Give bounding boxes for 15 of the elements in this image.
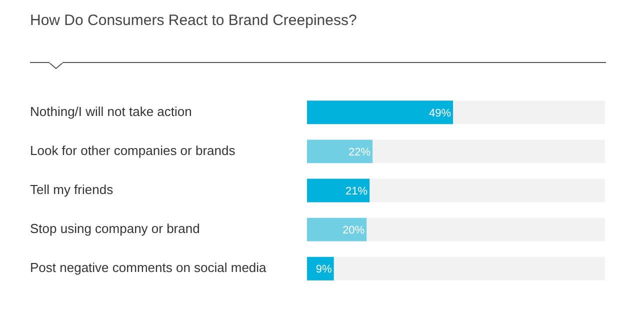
data-label: 20%	[342, 224, 365, 237]
y-tick-label: Stop using company or brand	[30, 221, 200, 236]
bar	[307, 256, 334, 280]
data-label: 49%	[428, 107, 452, 120]
data-label: 22%	[348, 146, 371, 158]
y-tick-label: Post negative comments on social media	[30, 260, 268, 276]
data-label: 21%	[346, 186, 368, 198]
bar	[307, 218, 367, 242]
y-tick-label: Nothing/I will not take action	[30, 104, 192, 119]
y-tick-label: Look for other companies or brands	[30, 143, 236, 158]
bar	[307, 140, 373, 164]
chart-title: How Do Consumers React to Brand Creepiness?	[30, 12, 357, 29]
bar	[307, 178, 370, 202]
data-label: 9%	[316, 264, 332, 276]
y-tick-label: Tell my friends	[30, 182, 114, 198]
